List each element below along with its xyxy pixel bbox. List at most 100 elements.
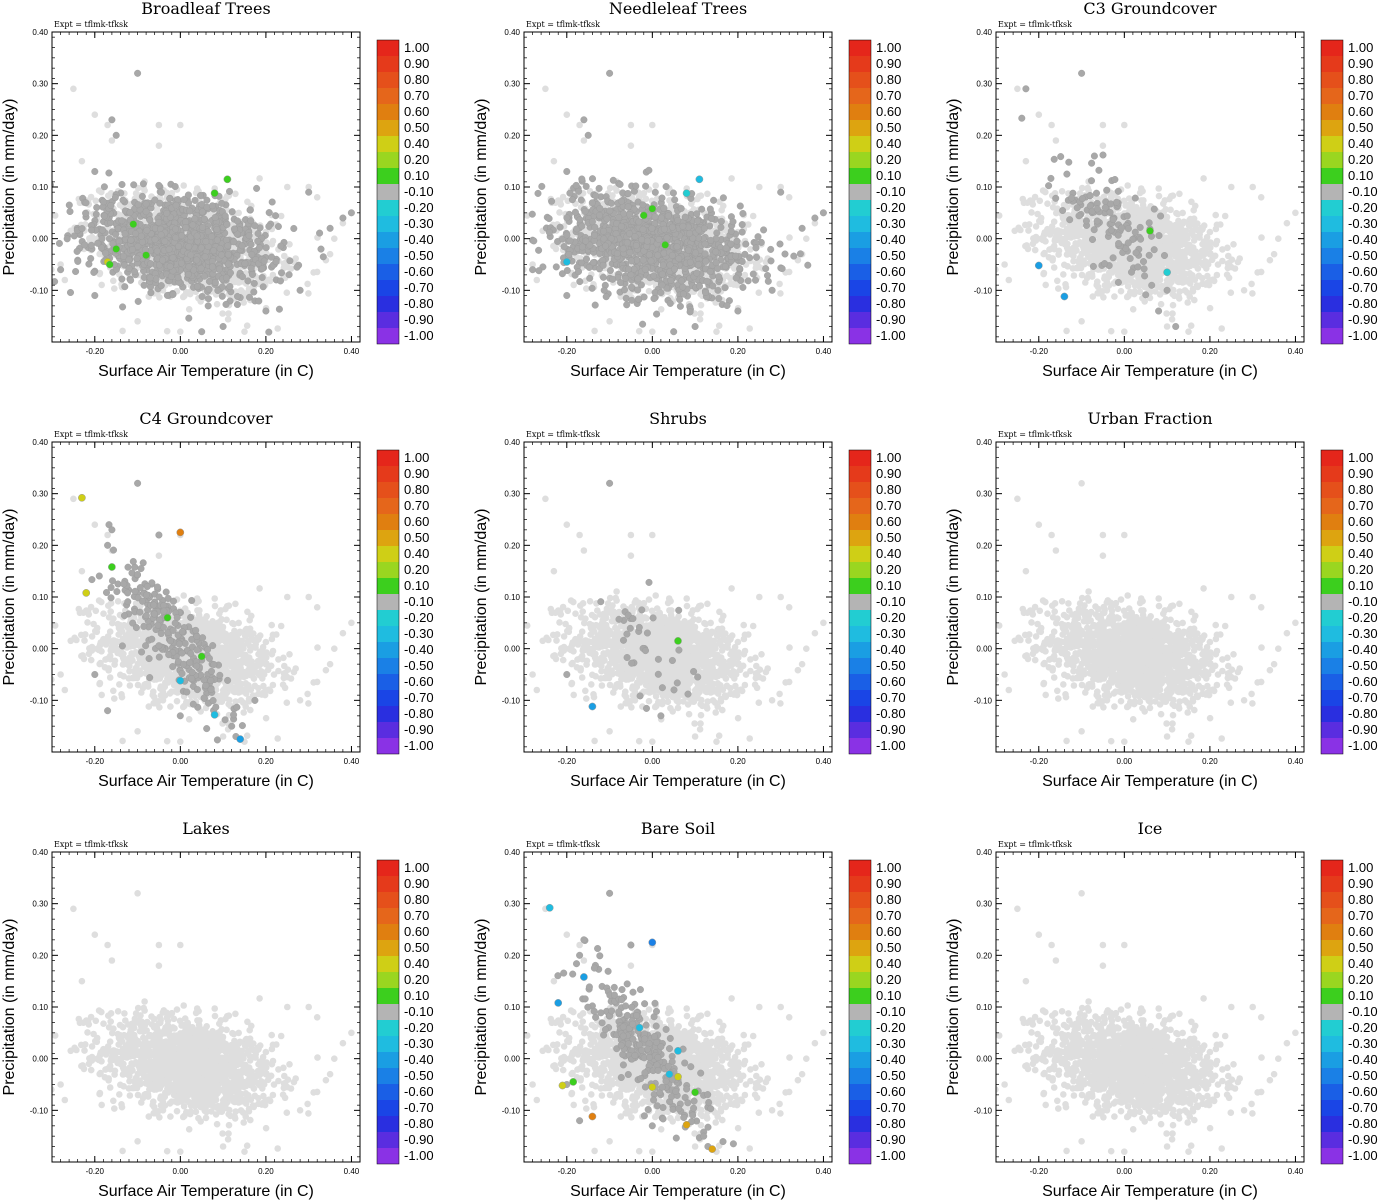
neutral-point [125,265,133,273]
neutral-point [589,175,597,183]
background-point [313,194,321,201]
neutral-point [624,190,632,198]
neutral-point [246,206,254,214]
background-point [606,184,614,192]
background-point [573,253,581,261]
neutral-point [140,281,148,289]
neutral-point [197,244,205,252]
neutral-point [233,292,241,300]
background-point [181,292,188,300]
background-point [134,318,141,325]
neutral-point [91,167,99,175]
neutral-point [762,265,770,273]
neutral-point [767,257,775,265]
neutral-point [686,308,694,316]
neutral-point [260,257,268,265]
background-point [747,246,754,253]
background-point [746,325,753,332]
background-point [570,281,577,289]
neutral-point [138,192,146,200]
neutral-point [272,212,280,220]
background-point [697,301,705,309]
y-tick-label: 0.20 [32,131,48,140]
neutral-point [99,226,107,234]
neutral-point [710,196,718,204]
neutral-point [109,240,117,248]
neutral-point [213,236,221,244]
y-axis-label: Precipitation (in mm/day) [1,99,18,276]
neutral-point [274,222,282,230]
background-point [52,266,55,273]
neutral-point [238,242,246,250]
expt-label: Expt = tflmk-tfksk [54,20,128,29]
background-point [239,289,247,296]
background-point [583,285,590,292]
colorbar-swatch [377,152,399,168]
x-tick-label: 0.00 [173,347,189,356]
colorbar-swatch [377,40,399,56]
neutral-point [127,276,135,284]
background-point [556,209,563,216]
neutral-point [653,310,661,318]
colorbar-label: 0.70 [404,88,429,103]
neutral-point [146,216,154,224]
colorbar-swatch [377,184,399,200]
neutral-point [191,215,199,223]
x-tick-label: -0.20 [86,347,105,356]
background-point [666,197,673,204]
neutral-point [82,199,90,207]
neutral-point [272,258,280,266]
neutral-point [184,191,192,199]
background-point [185,306,193,313]
panel-title: Broadleaf Trees [141,0,270,18]
neutral-point [157,231,165,239]
neutral-point [296,286,304,294]
neutral-point [213,225,221,233]
background-point [156,294,163,301]
neutral-point [151,196,159,204]
background-point [281,252,288,260]
y-tick-label: 0.30 [32,80,48,89]
background-point [70,85,77,93]
background-point [96,250,103,258]
neutral-point [226,283,234,291]
neutral-point [72,268,80,276]
neutral-point [305,188,313,196]
neutral-point [73,247,81,255]
background-point [776,280,783,288]
neutral-point [178,232,186,240]
neutral-point [265,328,273,336]
neutral-point [101,249,109,257]
neutral-point [293,263,301,271]
neutral-point [205,285,213,293]
neutral-point [717,223,725,231]
neutral-point [662,183,670,191]
neutral-point [118,217,126,225]
neutral-point [215,265,223,273]
background-point [98,281,105,289]
neutral-point [265,222,273,230]
neutral-point [277,277,285,285]
colorbar-label: 0.10 [404,168,429,183]
neutral-point [224,260,232,268]
neutral-point [595,184,603,192]
neutral-point [528,210,536,218]
neutral-point [169,254,177,262]
neutral-point [599,273,607,281]
background-point [649,121,656,129]
panel-title: Needleleaf Trees [609,0,747,18]
background-point [576,121,583,129]
neutral-point [736,202,744,210]
colorbar-swatch [377,296,399,312]
background-point [61,276,69,284]
background-point [649,328,656,336]
neutral-point [172,234,180,242]
neutral-point [165,245,173,253]
background-point [557,201,565,208]
colorbar-swatch [377,136,399,152]
neutral-point [152,275,160,283]
neutral-point [204,302,212,310]
neutral-point [552,263,560,271]
colorbar-swatch [377,280,399,296]
neutral-point [642,182,650,190]
